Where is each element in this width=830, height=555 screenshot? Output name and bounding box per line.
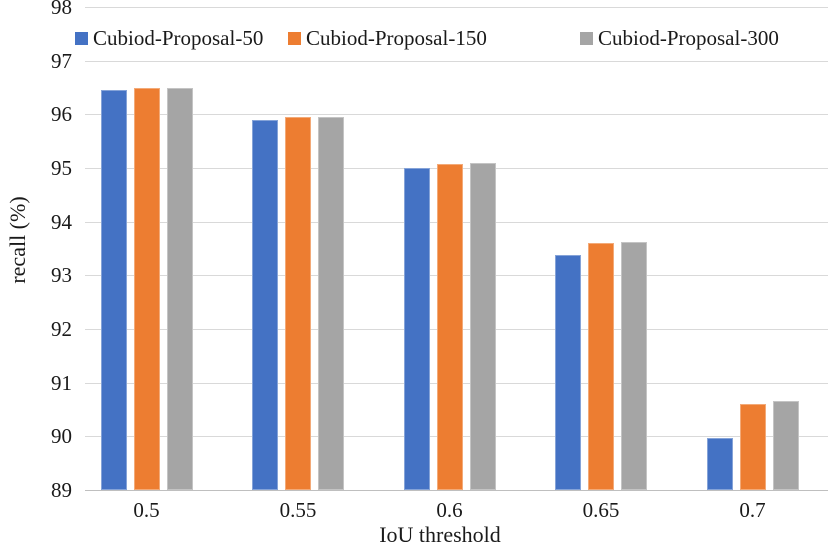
- bar: [403, 168, 430, 490]
- legend-item: Cubiod-Proposal-150: [288, 26, 487, 51]
- bar: [436, 163, 463, 490]
- legend-swatch-icon: [75, 32, 88, 45]
- bar: [133, 87, 160, 490]
- gridline: [85, 490, 828, 491]
- legend-swatch-icon: [580, 32, 593, 45]
- y-tick-label: 97: [51, 48, 72, 73]
- bar: [469, 162, 496, 490]
- gridline: [85, 60, 828, 62]
- x-tick-label: 0.55: [279, 498, 317, 522]
- bar: [166, 87, 193, 490]
- x-tick-label: 0.6: [436, 498, 463, 522]
- x-tick-label: 0.5: [133, 498, 160, 522]
- x-tick-label: 0.65: [582, 498, 620, 522]
- x-tick-label: 0.7: [739, 498, 766, 522]
- y-tick-label: 92: [51, 317, 72, 341]
- legend-item: Cubiod-Proposal-300: [580, 26, 779, 51]
- y-tick-label: 98: [51, 0, 72, 19]
- gridline: [85, 114, 828, 116]
- bar: [772, 401, 799, 490]
- legend-swatch-icon: [288, 32, 301, 45]
- bar: [285, 117, 311, 490]
- bar: [621, 241, 647, 490]
- legend-label: Cubiod-Proposal-150: [306, 26, 487, 50]
- bar: [588, 243, 614, 490]
- legend-label: Cubiod-Proposal-300: [598, 26, 779, 50]
- y-tick-label: 89: [51, 478, 72, 502]
- x-axis-title: IoU threshold: [379, 522, 501, 547]
- y-tick-label: 94: [51, 209, 72, 234]
- y-tick-label: 90: [51, 424, 72, 449]
- y-tick-label: 93: [51, 263, 72, 288]
- y-tick-label: 96: [51, 102, 72, 127]
- y-tick-label: 91: [51, 370, 72, 395]
- bar: [706, 437, 733, 490]
- legend-item: Cubiod-Proposal-50: [75, 26, 263, 51]
- y-tick-label: 95: [51, 156, 72, 180]
- bar: [100, 90, 127, 490]
- bar: [555, 255, 581, 490]
- gridline: [85, 7, 828, 8]
- bar: [739, 404, 766, 490]
- bar: [252, 119, 278, 490]
- legend-label: Cubiod-Proposal-50: [93, 26, 264, 50]
- bar: [318, 117, 344, 490]
